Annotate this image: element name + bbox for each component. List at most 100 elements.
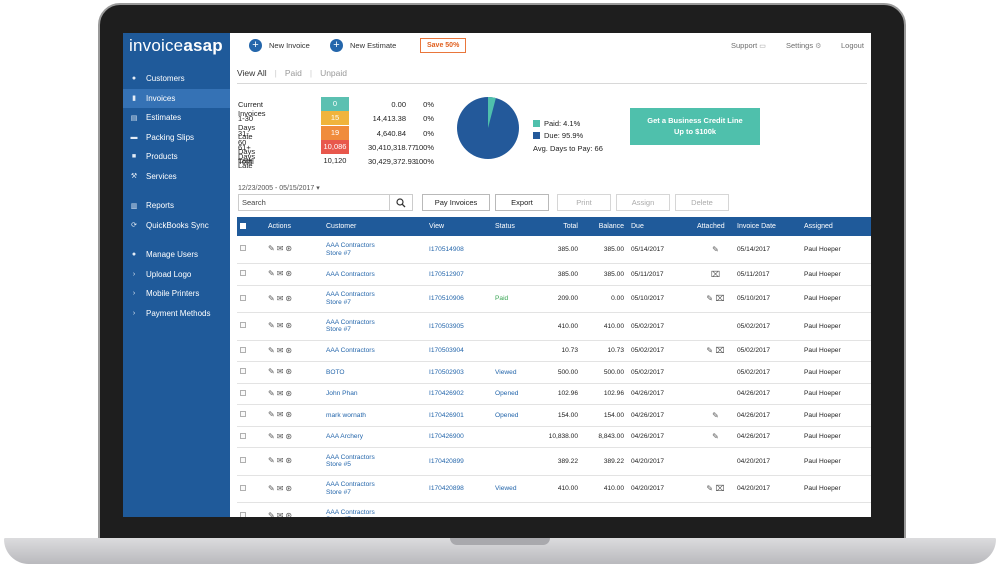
column-header[interactable]: Invoice Date	[734, 217, 801, 236]
attached-cell[interactable]	[694, 447, 734, 476]
sidebar-item-services[interactable]: ⚒ Services	[123, 167, 230, 187]
attached-cell[interactable]: ✎	[694, 404, 734, 427]
invoice-view-link[interactable]: I170420899	[426, 447, 492, 476]
payment-icon[interactable]: ⊛	[285, 321, 295, 330]
payment-icon[interactable]: ⊛	[285, 388, 295, 398]
column-header[interactable]: Balance	[582, 217, 628, 236]
invoice-view-link[interactable]: I170420898	[426, 475, 492, 503]
table-row[interactable]: ✎✉⊛ AAA Contractors Store #7 I170503905 410.…	[237, 312, 871, 341]
email-icon[interactable]: ✉	[276, 483, 286, 493]
row-checkbox[interactable]	[240, 457, 246, 463]
edit-icon[interactable]: ✎	[268, 511, 277, 518]
edit-icon[interactable]: ✎	[268, 321, 277, 330]
sidebar-item-estimates[interactable]: ▤ Estimates	[123, 108, 230, 128]
email-icon[interactable]: ✉	[276, 293, 286, 303]
select-all-checkbox[interactable]	[240, 222, 246, 229]
summary-count[interactable]: 0	[321, 97, 349, 111]
row-checkbox[interactable]	[240, 389, 246, 396]
edit-icon[interactable]: ✎	[268, 388, 277, 398]
tab-view-all[interactable]: View All	[237, 68, 267, 78]
tab-paid[interactable]: Paid	[284, 68, 302, 78]
payment-icon[interactable]: ⊛	[285, 367, 295, 376]
search-input[interactable]	[239, 195, 389, 210]
invoice-view-link[interactable]: I170426900	[426, 426, 492, 448]
save-badge[interactable]: Save 50%	[420, 38, 467, 53]
row-checkbox[interactable]	[240, 512, 246, 517]
row-checkbox[interactable]	[240, 484, 246, 491]
payment-icon[interactable]: ⊛	[285, 293, 295, 303]
edit-icon[interactable]: ✎	[268, 367, 277, 376]
summary-count[interactable]: 19	[321, 125, 349, 140]
sidebar-item-packing-slips[interactable]: ▬ Packing Slips	[123, 128, 230, 148]
sidebar-item-upload-logo[interactable]: › Upload Logo	[123, 265, 230, 285]
sidebar-item-payment-methods[interactable]: › Payment Methods	[123, 304, 230, 324]
email-icon[interactable]: ✉	[276, 269, 286, 278]
print-button[interactable]: Print	[557, 194, 611, 211]
email-icon[interactable]: ✉	[276, 456, 286, 465]
payment-icon[interactable]: ⊛	[285, 269, 295, 278]
row-checkbox[interactable]	[240, 270, 246, 276]
table-row[interactable]: ✎✉⊛ AAA Contractors I170503904 10.73 10.73 05…	[237, 340, 871, 362]
email-icon[interactable]: ✉	[276, 345, 286, 355]
sidebar-item-manage-users[interactable]: ● Manage Users	[123, 245, 230, 265]
attached-cell[interactable]: ✎ ⌧	[694, 340, 734, 362]
attached-cell[interactable]: ✎ ⌧	[694, 285, 734, 313]
sidebar-item-invoices[interactable]: ▮ Invoices	[123, 88, 230, 108]
row-checkbox[interactable]	[240, 294, 246, 301]
invoice-view-link[interactable]: I170426902	[426, 383, 492, 405]
row-checkbox[interactable]	[240, 411, 246, 417]
summary-count[interactable]: 10,086	[321, 139, 349, 154]
column-header[interactable]: Status	[492, 217, 536, 236]
business-credit-line-button[interactable]: Get a Business Credit Line Up to $100k	[630, 108, 760, 145]
edit-icon[interactable]: ✎	[268, 483, 277, 493]
invoice-view-link[interactable]: I170502903	[426, 361, 492, 384]
attached-cell[interactable]	[694, 361, 734, 384]
payment-icon[interactable]: ⊛	[285, 483, 295, 493]
summary-count[interactable]: 10,120	[323, 156, 347, 166]
sidebar-item-quickbooks-sync[interactable]: ⟳ QuickBooks Sync	[123, 216, 230, 236]
invoice-view-link[interactable]: I170510906	[426, 285, 492, 313]
customer-link[interactable]: AAA Archery	[323, 426, 426, 448]
customer-link[interactable]: John Phan	[323, 383, 426, 405]
date-range-selector[interactable]: 12/23/2005 - 05/15/2017 ▾	[238, 185, 320, 192]
column-header[interactable]: Assigned	[801, 217, 871, 236]
edit-icon[interactable]: ✎	[268, 293, 277, 303]
table-row[interactable]: ✎✉⊛ AAA Contractors Store #5 I170420899 389.…	[237, 447, 871, 476]
email-icon[interactable]: ✉	[276, 511, 286, 518]
customer-link[interactable]: BOTO	[323, 361, 426, 384]
app-logo[interactable]: invoiceasap	[123, 33, 230, 64]
payment-icon[interactable]: ⊛	[285, 431, 295, 441]
table-row[interactable]: ✎✉⊛ AAA Contractors Store #7 I170514908 385.…	[237, 236, 871, 264]
row-checkbox[interactable]	[240, 432, 246, 439]
new-invoice-button[interactable]: + New Invoice	[249, 39, 310, 52]
edit-icon[interactable]: ✎	[268, 431, 277, 441]
column-header[interactable]: Actions	[265, 217, 323, 236]
logout-link[interactable]: Logout	[841, 41, 864, 50]
customer-link[interactable]: mark wornath	[323, 404, 426, 427]
sidebar-item-mobile-printers[interactable]: › Mobile Printers	[123, 284, 230, 304]
sidebar-item-customers[interactable]: ● Customers	[123, 69, 230, 89]
edit-icon[interactable]: ✎	[268, 456, 277, 465]
invoice-view-link[interactable]	[426, 502, 492, 517]
export-button[interactable]: Export	[495, 194, 549, 211]
edit-icon[interactable]: ✎	[268, 345, 277, 355]
payment-icon[interactable]: ⊛	[285, 345, 295, 355]
row-checkbox[interactable]	[240, 368, 246, 374]
edit-icon[interactable]: ✎	[268, 410, 277, 419]
customer-link[interactable]: AAA Contractors	[323, 340, 426, 362]
table-row[interactable]: ✎✉⊛ mark wornath I170426901 Opened 154.00 154…	[237, 404, 871, 427]
email-icon[interactable]: ✉	[276, 244, 286, 254]
attached-cell[interactable]	[694, 312, 734, 341]
column-header[interactable]: Total	[536, 217, 582, 236]
row-checkbox[interactable]	[240, 245, 246, 252]
column-header[interactable]: View	[426, 217, 492, 236]
support-link[interactable]: Support ▭	[731, 41, 766, 50]
settings-link[interactable]: Settings ⚙	[786, 41, 821, 50]
table-row[interactable]: ✎✉⊛ AAA Contractors I170512907 385.00 385.00…	[237, 263, 871, 286]
search-button[interactable]	[389, 195, 412, 210]
attached-cell[interactable]	[694, 502, 734, 517]
